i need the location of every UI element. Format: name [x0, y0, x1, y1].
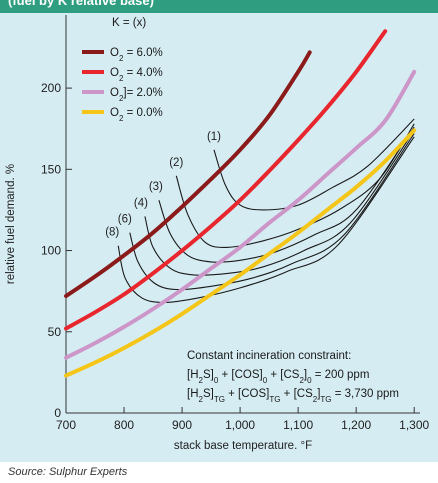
- y-tick-label: 150: [41, 162, 61, 176]
- legend-title: K = (x): [112, 17, 146, 29]
- x-axis-label: stack base temperature. °F: [174, 440, 312, 452]
- x-tick-label: 1,200: [341, 418, 371, 432]
- x-tick-label: 1,100: [283, 418, 313, 432]
- x-tick-label: 800: [114, 418, 134, 432]
- k-curve-label: (8): [105, 227, 119, 239]
- k-curve-label: (2): [169, 157, 183, 169]
- chart-svg: 700 800 900 1,000 1,100 1,200 1,300 0 50 100 150 20…: [5, 15, 430, 452]
- y-tick-label: 100: [41, 244, 61, 258]
- header-band: (fuel by K relative base): [0, 0, 438, 13]
- y-tick-label: 0: [54, 406, 61, 420]
- annotation-formula: [H2S]0 + [COS]0 + [CS2]0 = 200 ppm: [187, 369, 369, 385]
- k-curve-label: (1): [207, 131, 221, 143]
- legend: K = (x) O2 = 6.0% O2 = 4.0% O2]= 2.0% O2 = 0…: [82, 17, 163, 123]
- legend-label: O2 = 4.0%: [110, 67, 163, 83]
- annotation-formula: [H2S]TG + [COS]TG + [CS2]TG = 3,730 ppm: [187, 388, 399, 404]
- annotation: Constant incineration constraint: [H2S]0 …: [187, 350, 399, 404]
- series-line: [64, 69, 417, 360]
- x-tick-label: 700: [56, 418, 76, 432]
- k-curve-label: (4): [134, 197, 148, 209]
- k-curve: [213, 118, 415, 211]
- y-tick-label: 200: [41, 81, 61, 95]
- y-tick-label: 50: [48, 325, 62, 339]
- series-line: [64, 29, 388, 331]
- source-footer: Source: Sulphur Experts: [0, 462, 438, 483]
- x-tick-label: 1,300: [399, 418, 429, 432]
- source-text: Source: Sulphur Experts: [8, 466, 128, 478]
- k-curve: [158, 126, 415, 263]
- x-tick-label: 900: [172, 418, 192, 432]
- k-curve-label: (3): [149, 181, 163, 193]
- annotation-line: Constant incineration constraint:: [187, 350, 351, 362]
- x-tick-label: 1,000: [225, 418, 255, 432]
- header-text: (fuel by K relative base): [8, 0, 154, 8]
- k-curve: [117, 136, 415, 304]
- legend-label: O2 = 0.0%: [110, 107, 163, 123]
- k-curve: [175, 123, 415, 248]
- k-curve: [144, 129, 415, 276]
- k-curve: [129, 133, 415, 291]
- series-line: [64, 50, 312, 298]
- series-line: [64, 128, 417, 378]
- legend-label: O2 = 6.0%: [110, 47, 163, 63]
- k-curve-label: (6): [118, 214, 132, 226]
- y-axis-label: relative fuel demand. %: [5, 164, 17, 284]
- legend-label: O2]= 2.0%: [110, 87, 163, 103]
